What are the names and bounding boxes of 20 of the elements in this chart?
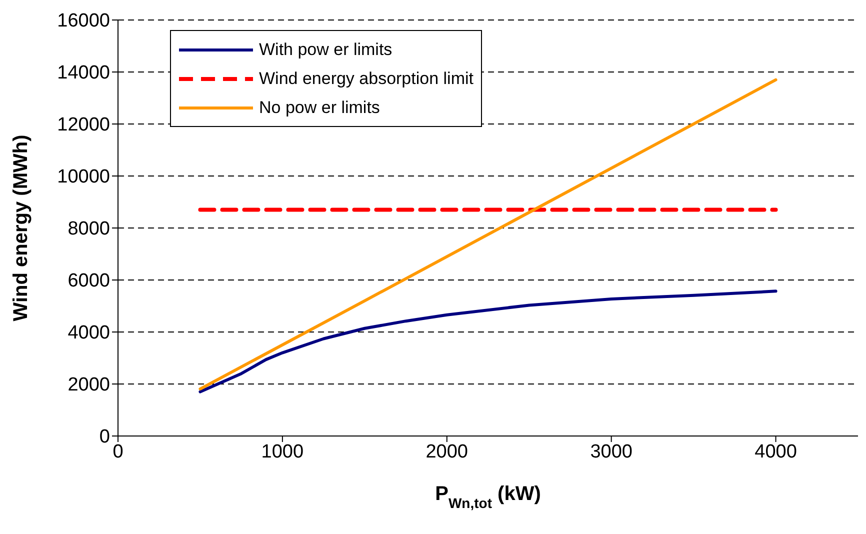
x-tick-label: 4000 (754, 441, 797, 462)
y-tick-label: 12000 (57, 114, 110, 136)
x-tick-label: 3000 (590, 441, 632, 462)
x-tick-label: 1000 (261, 441, 304, 462)
y-tick-label: 10000 (57, 166, 110, 188)
x-tick-label: 2000 (426, 441, 468, 462)
x-tick-label: 0 (112, 441, 124, 462)
y-tick-label: 8000 (68, 218, 110, 240)
y-tick-label: 0 (99, 426, 110, 448)
y-tick-label: 4000 (68, 322, 110, 344)
y-tick-label: 2000 (68, 374, 110, 396)
y-tick-label: 16000 (57, 10, 110, 32)
legend-label: No pow er limits (259, 98, 380, 118)
legend-label: With pow er limits (259, 40, 392, 60)
legend-label: Wind energy absorption limit (259, 68, 474, 88)
x-axis-title: P$_{Wn,tot}$ (kW) (435, 483, 541, 511)
y-tick-label: 14000 (57, 62, 110, 84)
y-axis-title: Wind energy (MWh) (10, 134, 32, 322)
y-tick-label: 6000 (68, 270, 110, 292)
line-series (198, 290, 778, 394)
